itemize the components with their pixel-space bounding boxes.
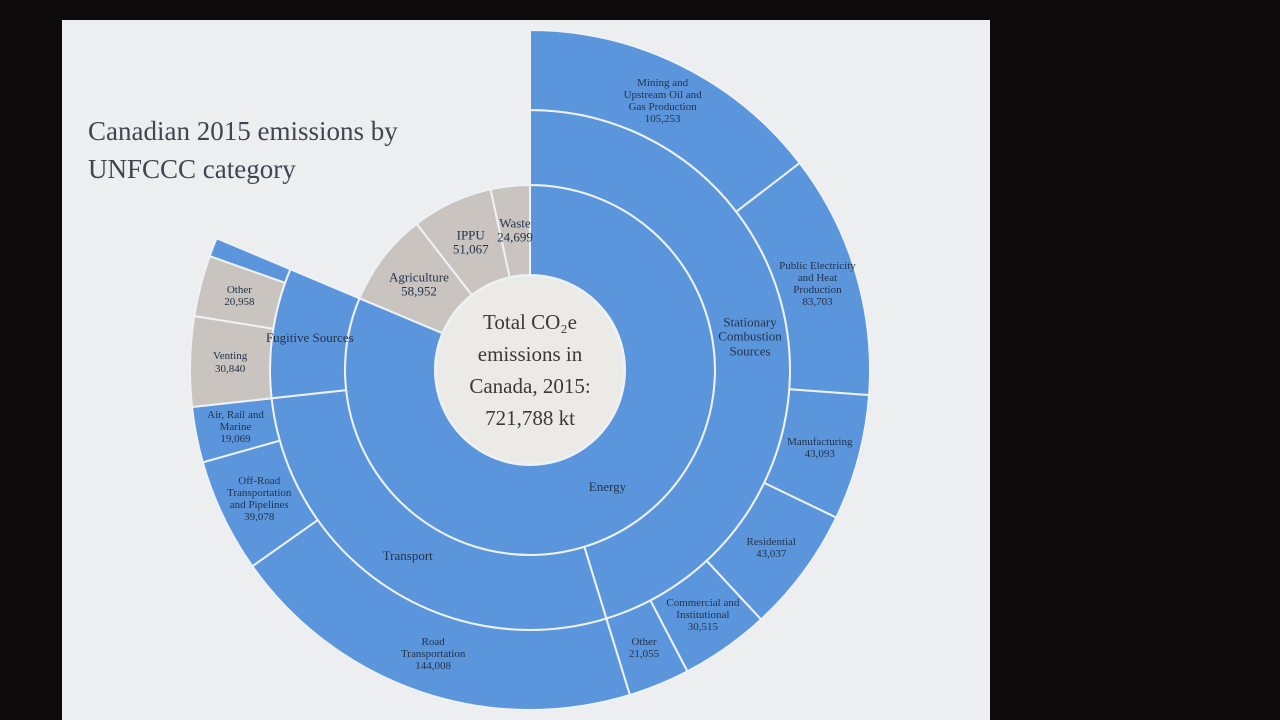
value-label: 43,037 [756, 548, 787, 561]
sector-name: Other [226, 283, 252, 296]
sector-name: Agriculture [388, 269, 449, 285]
sector-label: Venting 30,840 [189, 350, 271, 374]
value-label: 51,067 [452, 242, 489, 258]
center-line: Canada, 2015: [469, 374, 591, 398]
sector-label: Off-Road Transportation and Pipelines 39,… [218, 475, 300, 523]
value-label: 30,515 [687, 621, 718, 634]
sector-name: Stationary Combustion Sources [718, 314, 782, 359]
sector [489, 183, 531, 279]
sector-name: Energy [588, 478, 627, 494]
sector-name: Manufacturing [787, 435, 853, 448]
sector-label: IPPU 51,067 [423, 227, 518, 258]
value-label: 43,093 [804, 447, 835, 460]
value-label: 30,840 [214, 362, 246, 375]
sector-name: Off-Road Transportation and Pipelines [227, 474, 292, 512]
sector-label: Stationary Combustion Sources [703, 314, 798, 359]
value-label: 20,958 [224, 295, 255, 308]
sector-label: Residential 43,037 [730, 536, 812, 560]
sector-name: Commercial and Institutional [666, 597, 740, 622]
value-label: 24,699 [497, 229, 533, 245]
center-line: Total CO₂e [483, 310, 577, 334]
sector-label: Other 20,958 [198, 284, 280, 308]
sector [208, 236, 292, 285]
sector-label: Other 21,055 [603, 635, 685, 659]
chart-title: Canadian 2015 emissions by UNFCCC catego… [88, 116, 398, 184]
sector-label: Fugitive Sources [262, 329, 357, 345]
sector-label: Road Transportation 144,008 [392, 636, 474, 672]
sector-name: Waste [499, 215, 531, 231]
sector-label: Agriculture 58,952 [371, 270, 466, 299]
sector-label: Air, Rail and Marine 19,069 [195, 409, 277, 445]
sector-label: Transport [360, 547, 455, 563]
sector-name: Mining and Upstream Oil and Gas Producti… [623, 76, 702, 113]
center-label: Total CO₂e emissions in Canada, 2015: 721,7… [469, 306, 590, 434]
value-label: 144,008 [415, 659, 452, 672]
sector-label: Commercial and Institutional 30,515 [662, 597, 744, 633]
sector-label: Energy [560, 478, 655, 494]
sector-name: Residential [746, 536, 797, 549]
value-label: 58,952 [401, 283, 437, 299]
center-line: 721,788 kt [485, 406, 575, 430]
sector-name: IPPU [456, 227, 485, 243]
sector-name: Transport [382, 547, 433, 563]
value-label: 39,078 [244, 511, 275, 524]
sector-name: Air, Rail and Marine [207, 409, 264, 434]
sector-name: Venting [212, 350, 248, 363]
value-label: 21,055 [628, 647, 660, 660]
sector-label: Manufacturing 43,093 [779, 436, 861, 460]
sector-name: Public Electricity and Heat Production [779, 259, 856, 297]
sector-name: Other [631, 635, 657, 648]
center-line: emissions in [477, 342, 583, 366]
sector-label: Waste 24,699 [467, 215, 562, 246]
center-hole [437, 277, 623, 463]
value-label: 19,069 [220, 433, 251, 446]
value-label: 83,703 [802, 296, 833, 309]
sector-label: Mining and Upstream Oil and Gas Producti… [622, 77, 704, 125]
sector-name: Road Transportation [400, 635, 466, 660]
sector-name: Fugitive Sources [265, 329, 354, 345]
value-label: 105,253 [644, 113, 681, 126]
sector-label: Public Electricity and Heat Production 83… [776, 260, 858, 308]
